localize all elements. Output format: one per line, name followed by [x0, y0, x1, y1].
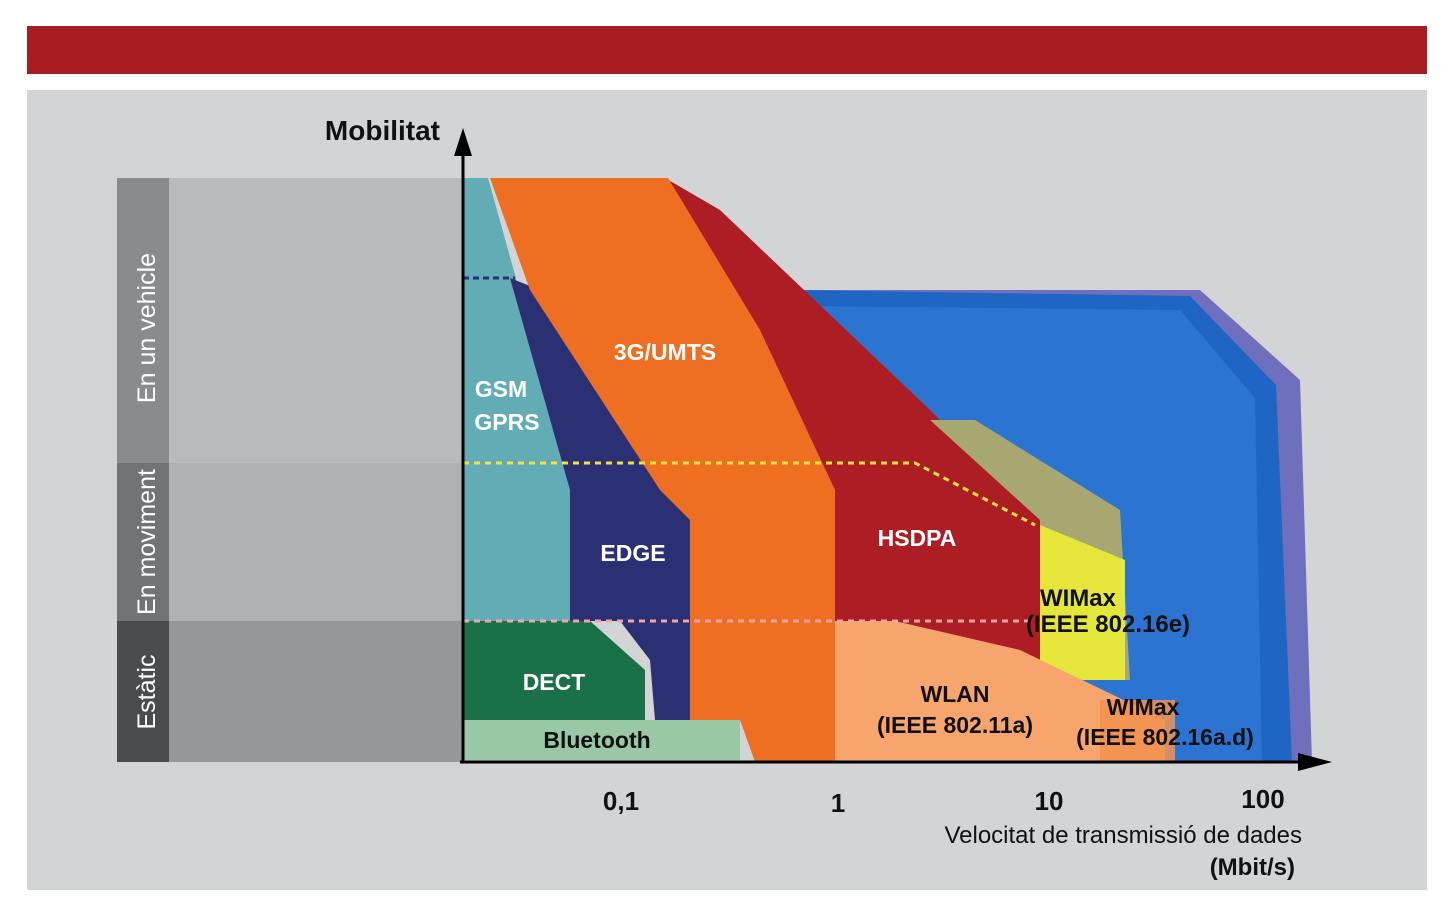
band-vehicle-bg — [117, 178, 463, 463]
band-static-tab — [117, 621, 169, 762]
movement-separator-line — [463, 461, 1036, 527]
wimax-e-body — [1040, 525, 1125, 680]
dect-region — [463, 621, 645, 720]
y-axis-arrow-icon — [454, 128, 472, 156]
x-tick-10: 10 — [1035, 786, 1064, 816]
dect-label: DECT — [523, 669, 586, 695]
wlan-extension — [1100, 700, 1175, 762]
x-axis-title: Velocitat de transmissió de dades — [944, 822, 1302, 849]
band-vehicle-tab — [117, 178, 169, 463]
bluetooth-region — [463, 720, 740, 760]
wlan-label-line2: (IEEE 802.11a) — [877, 712, 1033, 738]
gprs-label: GPRS — [474, 409, 539, 435]
wimax-ad-label-line1: WIMax — [1107, 694, 1180, 720]
band-movement-tab — [117, 463, 169, 621]
x-axis-unit: (Mbit/s) — [1210, 854, 1295, 881]
wimax-ad-label-line2: (IEEE 802.16a.d) — [1076, 724, 1254, 750]
y-axis-title: Mobilitat — [325, 115, 440, 146]
wimax-e-region — [930, 420, 1130, 680]
mobility-bands — [117, 178, 463, 762]
wimax-e-label-line1: WIMax — [1040, 585, 1117, 612]
x-axis-arrow-icon — [1298, 753, 1332, 771]
band-static-bg — [117, 621, 463, 762]
wimax-e-label-line2: (IEEE 802.16e) — [1026, 611, 1190, 638]
hsdpa-label: HSDPA — [878, 525, 957, 551]
header-bar — [27, 26, 1427, 74]
edge-region — [510, 278, 690, 720]
gsm-label: GSM — [475, 376, 527, 402]
umts-region — [490, 178, 835, 762]
mobility-label-vehicle: En un vehicle — [133, 253, 161, 403]
umts-label: 3G/UMTS — [614, 339, 716, 365]
x-tick-100: 100 — [1241, 784, 1284, 814]
band-movement-bg — [117, 463, 463, 621]
wlan-label-line1: WLAN — [921, 681, 990, 707]
mobility-label-movement: En moviment — [133, 469, 161, 615]
wlan-region — [835, 621, 1165, 762]
x-tick-0-1: 0,1 — [603, 786, 639, 816]
edge-label: EDGE — [600, 540, 665, 566]
bluetooth-label: Bluetooth — [543, 727, 650, 753]
x-tick-1: 1 — [831, 788, 845, 818]
mobility-label-static: Estàtic — [133, 654, 161, 729]
hsdpa-region — [665, 178, 1040, 680]
gsm-gprs-region — [463, 178, 575, 621]
